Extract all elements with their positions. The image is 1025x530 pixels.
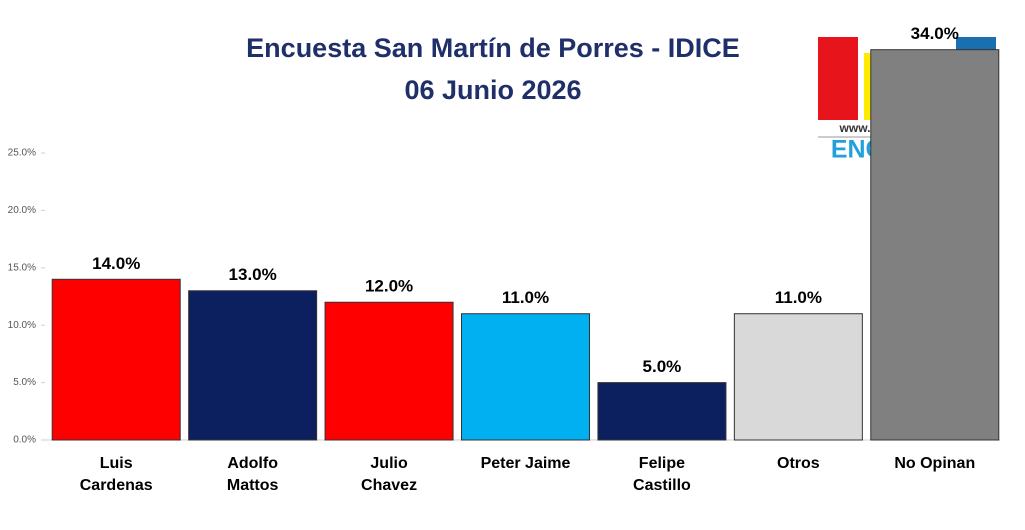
x-tick-label: Felipe Castillo: [633, 455, 691, 494]
y-tick-label: 0.0%: [13, 435, 36, 446]
y-tick-label: 25.0%: [8, 148, 36, 159]
value-label: 13.0%: [229, 265, 277, 284]
x-tick-label: Peter Jaime: [480, 455, 571, 472]
chart-title: Encuesta San Martín de Porres - IDICE: [246, 33, 740, 63]
bar: [324, 301, 454, 441]
logo-block: [818, 37, 858, 120]
value-label: 5.0%: [643, 357, 682, 376]
chart-subtitle: 06 Junio 2026: [404, 75, 581, 105]
x-tick-label: Adolfo Mattos: [226, 455, 279, 494]
y-tick-label: 20.0%: [8, 205, 36, 216]
bar: [461, 313, 590, 441]
value-label: 34.0%: [911, 24, 959, 43]
value-label: 14.0%: [92, 254, 140, 273]
bar: [870, 49, 1000, 441]
y-tick-label: 5.0%: [13, 377, 36, 388]
x-tick-label: Luis Cardenas: [79, 455, 153, 494]
x-tick-label: Julio Chavez: [361, 455, 418, 494]
y-tick-label: 15.0%: [8, 262, 36, 273]
y-tick-label: 10.0%: [8, 320, 36, 331]
bar: [733, 313, 863, 441]
value-label: 12.0%: [365, 277, 413, 296]
x-tick-label: Otros: [777, 455, 820, 472]
bar: [51, 278, 181, 441]
bar: [597, 382, 727, 441]
bar: [188, 290, 318, 441]
x-tick-label: No Opinan: [894, 455, 976, 472]
value-label: 11.0%: [775, 288, 822, 307]
value-label: 11.0%: [502, 288, 549, 307]
